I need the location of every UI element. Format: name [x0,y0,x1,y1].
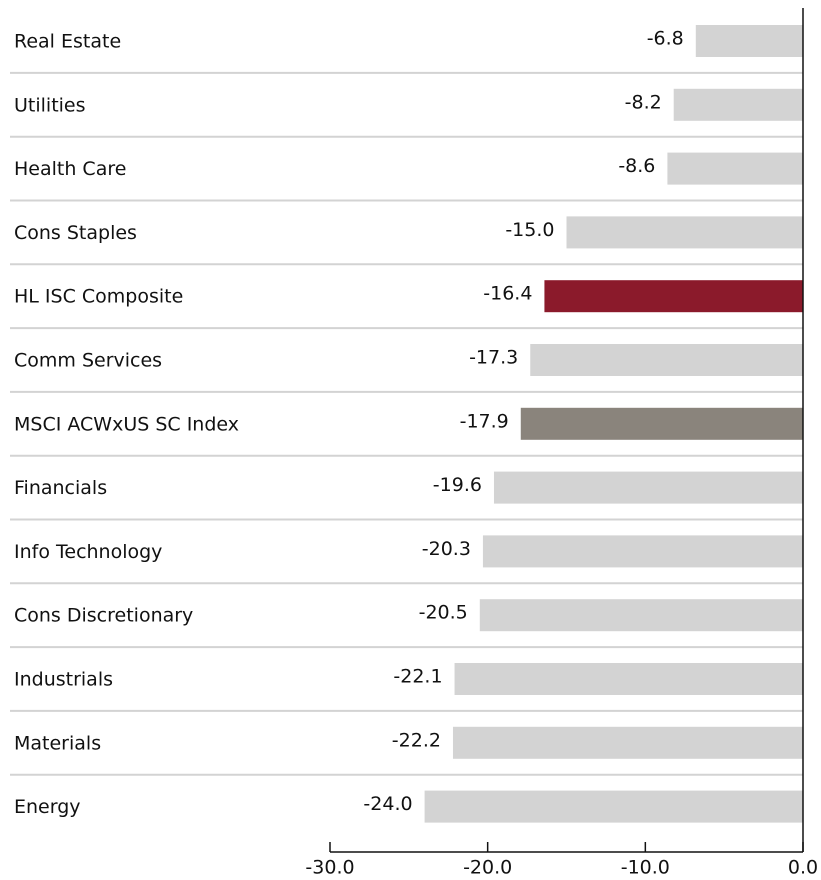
value-label: -8.2 [625,91,662,113]
bar [695,25,803,57]
category-label: Utilities [14,94,86,116]
category-label: Info Technology [14,541,162,563]
category-label: Industrials [14,669,113,691]
bar [673,88,803,121]
value-label: -6.8 [647,28,684,50]
x-tick-label: -10.0 [621,857,670,879]
bar [566,216,803,249]
bar [454,663,803,695]
bar [544,280,803,313]
x-tick-label: -20.0 [463,857,512,879]
value-label: -19.6 [433,474,482,496]
x-tick-label: -30.0 [305,857,354,879]
value-label: -22.1 [393,666,442,688]
value-label: -22.2 [392,729,441,751]
value-label: -17.3 [469,347,518,369]
category-label: MSCI ACWxUS SC Index [14,413,239,435]
category-label: Materials [14,732,101,754]
value-label: -17.9 [460,410,509,432]
category-label: Comm Services [14,350,162,372]
category-label: Cons Discretionary [14,605,193,627]
value-label: -20.3 [422,538,471,560]
bar [520,407,803,440]
value-label: -15.0 [505,219,554,241]
bar [667,152,803,185]
category-label: Real Estate [14,31,121,53]
bar [424,790,803,823]
value-label: -20.5 [419,602,468,624]
category-label: HL ISC Composite [14,286,183,308]
x-tick-label: 0.0 [788,857,818,879]
bar [482,535,803,568]
value-label: -24.0 [363,793,412,815]
bar [479,599,803,632]
bar [452,726,803,759]
bar [530,344,803,376]
value-label: -16.4 [483,283,532,305]
value-label: -8.6 [618,155,655,177]
category-label: Health Care [14,158,126,180]
category-label: Energy [14,796,81,818]
bar [493,471,803,504]
category-label: Cons Staples [14,222,137,244]
category-label: Financials [14,477,107,499]
